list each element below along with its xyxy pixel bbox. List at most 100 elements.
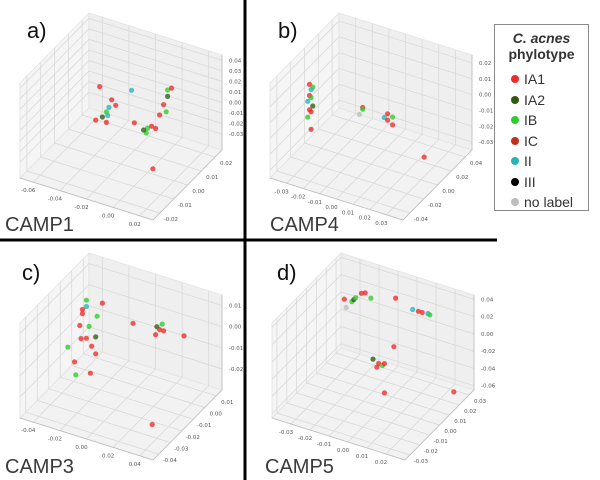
data-point-ib	[94, 313, 100, 319]
z-gridline	[19, 326, 90, 398]
y-gridline	[286, 402, 420, 446]
x-axis-line	[269, 177, 404, 221]
z-gridline	[88, 326, 223, 370]
data-point-ia1	[308, 109, 314, 115]
legend-item: no label	[495, 192, 588, 213]
data-point-ia1	[89, 343, 95, 349]
data-point-ib	[163, 109, 169, 115]
data-point-ia1	[157, 327, 163, 333]
x-tick-label: -0.01	[317, 442, 331, 448]
data-point-ia1	[150, 166, 156, 172]
y-gridline	[40, 156, 174, 200]
z-tick-label: 0.00	[229, 101, 242, 107]
panel-title: CAMP5	[265, 456, 334, 478]
data-point-ii	[305, 98, 311, 104]
x-gridline	[33, 351, 103, 423]
panel-camp4: -0.03-0.02-0.010.000.010.020.03-0.04-0.0…	[269, 12, 494, 236]
y-tick-label: -0.04	[163, 458, 178, 464]
z-gridline	[19, 284, 90, 355]
z-tick-label: -0.02	[229, 367, 243, 373]
z-gridline	[19, 70, 90, 142]
z-gridline	[340, 308, 475, 352]
data-point-ia1	[78, 336, 84, 342]
y-gridline	[54, 142, 188, 186]
z-tick-label: -0.04	[481, 366, 496, 372]
y-gridline	[335, 352, 470, 396]
y-tick-label: -0.01	[197, 423, 211, 429]
data-point-ia1	[149, 421, 155, 428]
y-gridline	[276, 412, 411, 456]
data-point-ia1	[419, 309, 425, 316]
y-gridline	[296, 392, 430, 436]
x-tick-label: 0.02	[359, 216, 371, 222]
z-gridline	[19, 18, 90, 89]
panel-label: c)	[22, 260, 40, 285]
data-point-ia1	[99, 300, 105, 306]
data-point-ib	[353, 295, 359, 301]
data-point-ia1	[153, 125, 159, 132]
y-tick-label: 0.00	[192, 189, 205, 195]
legend-marker	[511, 177, 519, 186]
y-tick-label: 0.00	[444, 429, 457, 435]
z-gridline	[88, 60, 223, 103]
x-gridline	[112, 377, 183, 448]
x-tick-label: 0.04	[129, 462, 142, 468]
panel-label: a)	[27, 18, 47, 43]
z-gridline	[269, 52, 340, 123]
z-tick-label: -0.03	[229, 132, 244, 138]
data-point-ii	[410, 306, 416, 313]
panel-camp1: -0.06 -0.04 -0.02 0.00 0.02 -0.02 -0.01 0.00 0.0…	[5, 12, 244, 236]
y-tick-label: 0.03	[474, 399, 487, 405]
data-point-ia1	[153, 332, 159, 338]
z-tick-label: -0.01	[479, 108, 493, 114]
legend-label: IA1	[524, 71, 546, 88]
legend-label: III	[524, 173, 536, 190]
z-gridline	[340, 326, 475, 369]
legend-item: IC	[495, 131, 588, 152]
data-point-ia1	[358, 290, 364, 296]
z-gridline	[88, 70, 223, 114]
z-gridline	[269, 36, 340, 107]
x-tick-label: -0.02	[74, 205, 88, 211]
x-tick-label: -0.03	[275, 189, 290, 195]
y-tick-label: 0.00	[210, 412, 223, 418]
z-gridline	[338, 20, 473, 64]
z-gridline	[340, 256, 475, 300]
data-point-ia1	[93, 117, 99, 123]
legend-item: IA2	[495, 90, 588, 111]
y-gridline	[318, 128, 452, 172]
z-tick-label: 0.03	[229, 69, 242, 75]
data-point-ia1	[131, 120, 137, 126]
panel-camp5: -0.03 -0.02 -0.01 0.00 0.01 0.02 -0.03 -0.02 -0.…	[265, 252, 496, 478]
x-tick-label: 0.02	[129, 222, 141, 228]
y-tick-label: 0.02	[456, 175, 468, 181]
data-point-ia1	[71, 359, 78, 365]
data-point-ib	[305, 114, 311, 120]
z-tick-label: 0.00	[481, 332, 494, 338]
data-point-ib	[427, 312, 433, 318]
panel-title: CAMP4	[270, 214, 339, 236]
data-point-ib	[368, 295, 374, 301]
legend-items: IA1 IA2 IB IC II III no label	[495, 69, 588, 213]
z-tick-label: 0.00	[229, 325, 242, 331]
panel-label: b)	[278, 18, 298, 43]
data-point-no-label	[343, 304, 349, 311]
data-point-ii	[83, 303, 89, 310]
z-tick-label: -0.06	[481, 384, 496, 390]
y-tick-label: -0.02	[164, 217, 178, 223]
y-axis-line	[152, 149, 223, 221]
y-gridline	[26, 170, 161, 214]
y-gridline	[276, 170, 411, 214]
y-tick-label: 0.00	[442, 189, 455, 195]
panel-title: CAMP1	[5, 214, 74, 236]
data-point-ia2	[141, 127, 147, 133]
z-tick-label: 0.01	[479, 77, 491, 83]
x-tick-label: 0.00	[325, 205, 338, 211]
z-tick-label: 0.02	[479, 61, 491, 67]
data-point-ia1	[341, 296, 347, 302]
y-tick-label: -0.01	[434, 439, 448, 445]
data-point-ii	[105, 112, 111, 119]
data-point-ia1	[451, 389, 457, 395]
z-gridline	[19, 91, 90, 163]
